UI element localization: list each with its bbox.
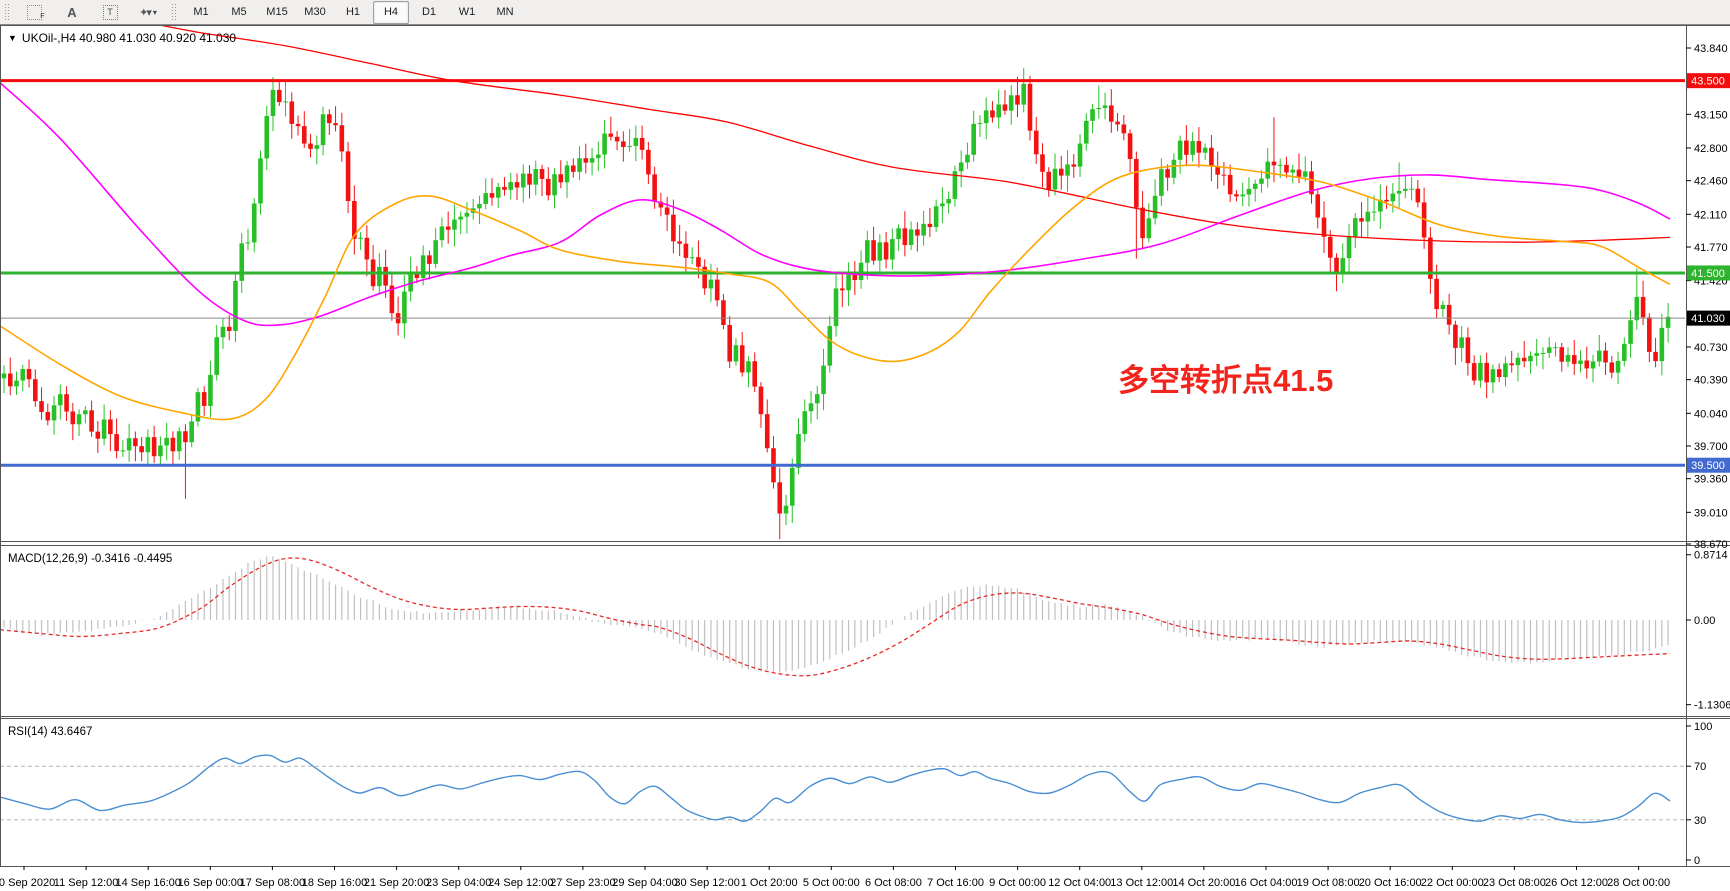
svg-text:41.770: 41.770	[1694, 242, 1728, 254]
chart-title: UKOil-,H4 40.980 41.030 40.920 41.030	[21, 31, 237, 45]
svg-text:100: 100	[1694, 721, 1712, 733]
svg-text:14 Sep 16:00: 14 Sep 16:00	[115, 877, 180, 889]
svg-text:12 Oct 04:00: 12 Oct 04:00	[1048, 877, 1111, 889]
rsi-indicator-label: RSI(14) 43.6467	[8, 726, 93, 738]
chart-title-bar[interactable]: ▼ UKOil-,H4 40.980 41.030 40.920 41.030	[8, 31, 236, 45]
svg-text:43.840: 43.840	[1694, 43, 1728, 55]
svg-text:43.500: 43.500	[1691, 76, 1725, 88]
main-toolbar: A T ✦▾ ▾ M1 M5 M15 M30 H1 H4 D1 W1 MN	[0, 0, 1730, 25]
svg-text:30 Sep 12:00: 30 Sep 12:00	[674, 877, 739, 889]
svg-text:42.800: 42.800	[1694, 143, 1728, 155]
timeframe-button-group: M1 M5 M15 M30 H1 H4 D1 W1 MN	[182, 0, 524, 24]
svg-text:23 Oct 08:00: 23 Oct 08:00	[1483, 877, 1546, 889]
svg-text:0: 0	[1694, 855, 1700, 867]
svg-text:26 Oct 12:00: 26 Oct 12:00	[1545, 877, 1608, 889]
arrows-tool-button[interactable]: ✦▾ ▾	[130, 1, 166, 24]
text-tool-icon: A	[67, 4, 77, 20]
svg-text:39.700: 39.700	[1694, 441, 1728, 453]
rsi-pane	[1, 754, 1685, 824]
svg-text:16 Oct 04:00: 16 Oct 04:00	[1235, 877, 1298, 889]
chevron-down-icon: ▾	[152, 7, 157, 17]
text-tool-button[interactable]: A	[54, 1, 90, 24]
svg-text:5 Oct 00:00: 5 Oct 00:00	[803, 877, 860, 889]
svg-text:10 Sep 2020: 10 Sep 2020	[0, 877, 55, 889]
price-axis-main[interactable]: 43.84043.15042.80042.46042.11041.77041.4…	[1686, 43, 1730, 551]
chart-annotation-text: 多空转折点41.5	[1118, 363, 1334, 398]
timeframe-button-h1[interactable]: H1	[345, 6, 361, 18]
svg-text:20 Oct 16:00: 20 Oct 16:00	[1359, 877, 1422, 889]
svg-text:17 Sep 08:00: 17 Sep 08:00	[240, 877, 305, 889]
timeframe-button-mn[interactable]: MN	[496, 6, 514, 18]
macd-pane	[1, 556, 1671, 677]
svg-text:9 Oct 00:00: 9 Oct 00:00	[989, 877, 1046, 889]
timeframe-button-m1[interactable]: M1	[193, 6, 209, 18]
timeframe-button-h4[interactable]: H4	[373, 0, 409, 24]
svg-text:42.460: 42.460	[1694, 176, 1728, 188]
toolbar-grip-2[interactable]	[171, 3, 178, 21]
macd-axis[interactable]: 0.8714 0.00 -1.1306	[1686, 550, 1730, 712]
svg-text:30: 30	[1694, 815, 1706, 827]
svg-text:21 Sep 20:00: 21 Sep 20:00	[364, 877, 429, 889]
svg-text:13 Oct 12:00: 13 Oct 12:00	[1110, 877, 1173, 889]
macd-indicator-label: MACD(12,26,9) -0.3416 -0.4495	[8, 553, 173, 565]
main-price-pane	[1, 26, 1685, 540]
rsi-axis[interactable]: 100 70 30 0	[1686, 721, 1712, 867]
svg-text:40.040: 40.040	[1694, 408, 1728, 420]
symbol-dropdown-icon[interactable]: ▼	[8, 33, 17, 43]
svg-text:40.390: 40.390	[1694, 375, 1728, 387]
label-tool-button[interactable]: T	[92, 1, 128, 24]
svg-text:42.110: 42.110	[1694, 209, 1727, 221]
svg-text:0.00: 0.00	[1694, 615, 1715, 627]
svg-text:23 Sep 04:00: 23 Sep 04:00	[426, 877, 491, 889]
fibonacci-tool-icon	[26, 4, 45, 23]
svg-text:27 Sep 23:00: 27 Sep 23:00	[550, 877, 615, 889]
label-tool-icon: T	[102, 4, 118, 20]
chart-canvas[interactable]: 43.84043.15042.80042.46042.11041.77041.4…	[0, 25, 1730, 891]
timeframe-button-m15[interactable]: M15	[266, 6, 288, 18]
svg-text:41.500: 41.500	[1691, 268, 1725, 280]
svg-text:43.150: 43.150	[1694, 109, 1728, 121]
candles-layer	[1, 67, 1671, 540]
svg-text:18 Sep 16:00: 18 Sep 16:00	[302, 877, 367, 889]
svg-text:1 Oct 20:00: 1 Oct 20:00	[741, 877, 798, 889]
svg-text:70: 70	[1694, 761, 1706, 773]
moving-averages-layer	[1, 26, 1671, 421]
fibonacci-tool-button[interactable]	[16, 1, 52, 24]
timeframe-button-d1[interactable]: D1	[421, 6, 437, 18]
timeframe-button-w1[interactable]: W1	[458, 6, 476, 18]
svg-text:40.730: 40.730	[1694, 342, 1728, 354]
svg-text:14 Oct 20:00: 14 Oct 20:00	[1172, 877, 1235, 889]
svg-text:11 Sep 12:00: 11 Sep 12:00	[54, 877, 119, 889]
svg-text:38.670: 38.670	[1694, 539, 1728, 551]
svg-text:39.010: 39.010	[1694, 507, 1728, 519]
svg-text:0.8714: 0.8714	[1694, 550, 1728, 562]
timeframe-button-m30[interactable]: M30	[304, 6, 326, 18]
svg-text:29 Sep 04:00: 29 Sep 04:00	[612, 877, 677, 889]
svg-text:-1.1306: -1.1306	[1694, 700, 1730, 712]
svg-text:39.360: 39.360	[1694, 474, 1728, 486]
timeframe-button-m5[interactable]: M5	[231, 6, 247, 18]
toolbar-grip[interactable]	[4, 3, 11, 21]
svg-text:41.030: 41.030	[1691, 313, 1725, 325]
svg-text:24 Sep 12:00: 24 Sep 12:00	[488, 877, 553, 889]
chart-area: 43.840 43.150 42.800 42.460 42.110 41.770 41.4…	[0, 25, 1730, 891]
svg-text:6 Oct 08:00: 6 Oct 08:00	[865, 877, 922, 889]
arrows-tool-icon: ✦▾	[139, 6, 152, 19]
svg-text:22 Oct 00:00: 22 Oct 00:00	[1421, 877, 1484, 889]
svg-text:39.500: 39.500	[1691, 460, 1725, 472]
svg-text:19 Oct 08:00: 19 Oct 08:00	[1297, 877, 1360, 889]
svg-text:7 Oct 16:00: 7 Oct 16:00	[927, 877, 984, 889]
svg-text:28 Oct 00:00: 28 Oct 00:00	[1607, 877, 1670, 889]
svg-text:16 Sep 00:00: 16 Sep 00:00	[178, 877, 243, 889]
